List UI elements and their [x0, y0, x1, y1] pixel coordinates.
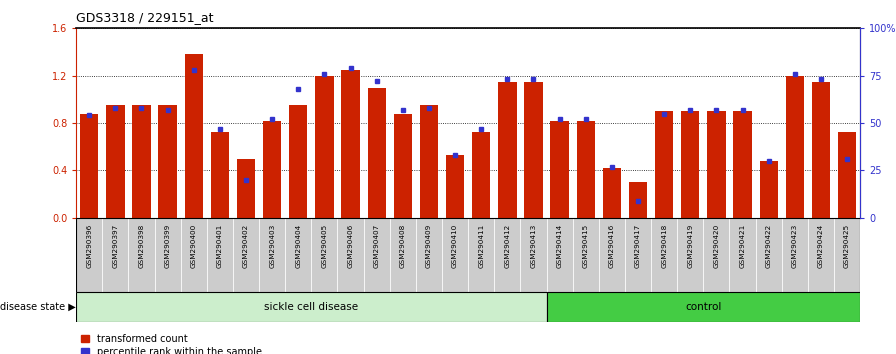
Text: GSM290417: GSM290417	[635, 224, 641, 268]
Text: GSM290425: GSM290425	[844, 224, 850, 268]
Bar	[263, 121, 281, 218]
Bar	[76, 292, 547, 322]
Bar	[808, 218, 834, 292]
Text: GSM290411: GSM290411	[478, 224, 484, 268]
Text: GSM290409: GSM290409	[426, 224, 432, 268]
Text: disease state ▶: disease state ▶	[0, 302, 76, 312]
Bar	[629, 182, 647, 218]
Text: GSM290404: GSM290404	[296, 224, 301, 268]
Text: GSM290413: GSM290413	[530, 224, 537, 268]
Bar	[211, 132, 229, 218]
Text: GSM290401: GSM290401	[217, 224, 223, 268]
Bar	[521, 218, 547, 292]
Bar	[185, 55, 202, 218]
Text: GSM290418: GSM290418	[661, 224, 668, 268]
Bar	[181, 218, 207, 292]
Text: GSM290407: GSM290407	[374, 224, 380, 268]
Bar	[416, 218, 442, 292]
Bar	[107, 105, 125, 218]
Text: GSM290412: GSM290412	[504, 224, 511, 268]
Bar	[781, 218, 808, 292]
Bar	[259, 218, 285, 292]
Bar	[237, 159, 255, 218]
Bar	[154, 218, 181, 292]
Text: GSM290398: GSM290398	[139, 224, 144, 268]
Text: GSM290420: GSM290420	[713, 224, 719, 268]
Bar	[755, 218, 781, 292]
Bar	[577, 121, 595, 218]
Bar	[838, 132, 857, 218]
Bar	[102, 218, 128, 292]
Bar	[285, 218, 312, 292]
Text: GSM290419: GSM290419	[687, 224, 694, 268]
Text: GSM290405: GSM290405	[322, 224, 327, 268]
Text: GSM290410: GSM290410	[452, 224, 458, 268]
Text: GSM290406: GSM290406	[348, 224, 354, 268]
Legend: transformed count, percentile rank within the sample: transformed count, percentile rank withi…	[81, 334, 262, 354]
Text: GSM290421: GSM290421	[739, 224, 745, 268]
Text: GSM290400: GSM290400	[191, 224, 197, 268]
Text: GSM290415: GSM290415	[582, 224, 589, 268]
Bar	[547, 218, 573, 292]
Bar	[341, 70, 359, 218]
Text: GSM290403: GSM290403	[269, 224, 275, 268]
Text: GSM290416: GSM290416	[609, 224, 615, 268]
Bar	[364, 218, 390, 292]
Bar	[390, 218, 416, 292]
Bar	[834, 218, 860, 292]
Bar	[312, 218, 338, 292]
Text: GSM290414: GSM290414	[556, 224, 563, 268]
Bar	[128, 218, 154, 292]
Bar	[550, 121, 569, 218]
Text: GSM290408: GSM290408	[400, 224, 406, 268]
Bar	[80, 114, 99, 218]
Bar	[677, 218, 703, 292]
Text: GSM290422: GSM290422	[766, 224, 771, 268]
Text: sickle cell disease: sickle cell disease	[264, 302, 358, 312]
Bar	[760, 161, 778, 218]
Bar	[446, 155, 464, 218]
Text: GSM290402: GSM290402	[243, 224, 249, 268]
Bar	[338, 218, 364, 292]
Bar	[681, 111, 700, 218]
Bar	[393, 114, 412, 218]
Bar	[655, 111, 673, 218]
Bar	[603, 168, 621, 218]
Text: GSM290396: GSM290396	[86, 224, 92, 268]
Bar	[651, 218, 677, 292]
Text: GSM290399: GSM290399	[165, 224, 170, 268]
Bar	[76, 218, 102, 292]
Bar	[367, 87, 386, 218]
Bar	[289, 105, 307, 218]
Bar	[159, 105, 177, 218]
Bar	[707, 111, 726, 218]
Bar	[786, 76, 804, 218]
Bar	[498, 81, 516, 218]
Bar	[729, 218, 755, 292]
Bar	[524, 81, 543, 218]
Bar	[233, 218, 259, 292]
Bar	[547, 292, 860, 322]
Bar	[703, 218, 729, 292]
Text: GSM290397: GSM290397	[112, 224, 118, 268]
Bar	[469, 218, 495, 292]
Bar	[442, 218, 469, 292]
Bar	[133, 105, 151, 218]
Bar	[573, 218, 599, 292]
Bar	[315, 76, 333, 218]
Text: control: control	[685, 302, 721, 312]
Bar	[420, 105, 438, 218]
Text: GSM290424: GSM290424	[818, 224, 824, 268]
Bar	[207, 218, 233, 292]
Bar	[472, 132, 490, 218]
Bar	[599, 218, 625, 292]
Text: GSM290423: GSM290423	[792, 224, 797, 268]
Bar	[625, 218, 651, 292]
Text: GDS3318 / 229151_at: GDS3318 / 229151_at	[76, 11, 213, 24]
Bar	[734, 111, 752, 218]
Bar	[495, 218, 521, 292]
Bar	[812, 81, 830, 218]
